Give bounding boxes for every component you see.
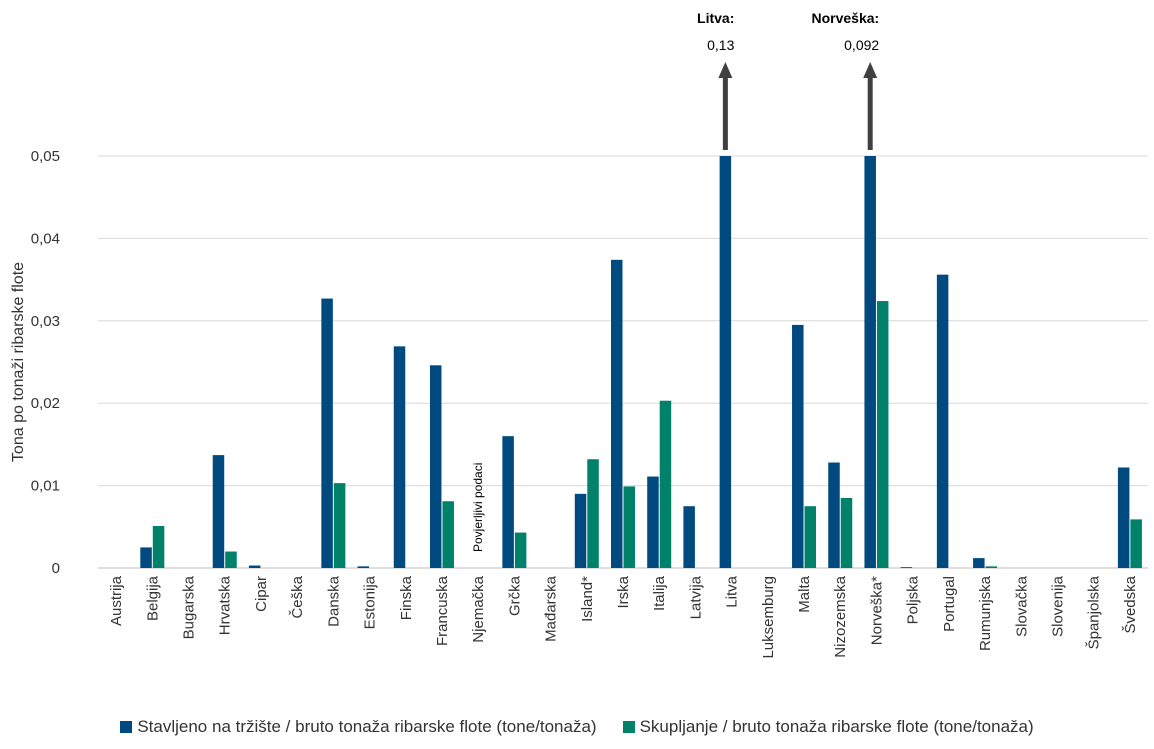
bar	[623, 486, 635, 568]
bar	[659, 400, 672, 568]
grid-lines	[98, 155, 1148, 569]
bar	[321, 298, 333, 568]
bar	[900, 567, 913, 568]
x-tick-label: Estonija	[362, 575, 379, 629]
x-tick-label: Luksemburg	[760, 576, 777, 659]
legend-label-placed-on-market: Stavljeno na tržište / bruto tonaža riba…	[137, 717, 597, 736]
x-tick-label: Švedska	[1122, 575, 1139, 633]
x-tick-label: Malta	[796, 575, 813, 612]
legend: Stavljeno na tržište / bruto tonaža riba…	[0, 712, 1154, 742]
bar	[442, 501, 454, 568]
bar	[985, 566, 998, 568]
x-tick-label: Poljska	[905, 575, 922, 624]
legend-swatch-placed-on-market	[120, 721, 133, 733]
legend-item-collection: Skupljanje / bruto tonaža ribarske flote…	[622, 717, 1034, 737]
legend-item-placed-on-market: Stavljeno na tržište / bruto tonaža riba…	[120, 717, 597, 737]
bar	[647, 476, 659, 568]
y-tick-label: 0,04	[31, 230, 60, 247]
annotation-value: 0,13	[707, 37, 734, 53]
bar	[973, 558, 985, 568]
x-tick-label: Njemačka	[470, 575, 487, 642]
bar	[587, 459, 599, 568]
x-tick-label: Mađarska	[543, 575, 560, 642]
bar	[828, 462, 840, 568]
x-tick-label: Island*	[579, 576, 596, 622]
annotation-title: Norveška:	[811, 10, 879, 26]
x-tick-label: Hrvatska	[217, 575, 234, 635]
bar	[719, 156, 732, 568]
bar	[152, 525, 165, 568]
x-tick-label: Finska	[398, 575, 415, 620]
x-tick-label: Portugal	[941, 576, 958, 632]
bar	[225, 551, 237, 568]
x-axis-categories: Austrija Belgija Bugarska Hrvatska Cipar Češk…	[108, 575, 1139, 658]
x-tick-label: Latvija	[687, 575, 704, 619]
bar	[840, 497, 853, 568]
bars	[140, 156, 1142, 568]
bar	[683, 506, 695, 568]
x-tick-label: Cipar	[253, 576, 270, 612]
y-tick-label: 0,01	[31, 478, 60, 495]
bar	[333, 483, 346, 568]
bar	[574, 493, 587, 568]
x-tick-label: Rumunjska	[977, 575, 994, 651]
x-tick-label: Bugarska	[181, 575, 198, 639]
bar	[864, 156, 876, 568]
legend-label-collection: Skupljanje / bruto tonaža ribarske flote…	[639, 717, 1034, 736]
arrow-head	[718, 62, 733, 78]
x-tick-label: Norveška*	[868, 576, 885, 645]
annotation-value: 0,092	[844, 37, 879, 53]
bar	[140, 547, 152, 568]
arrow-head	[863, 62, 878, 78]
y-tick-label: 0	[52, 560, 60, 577]
bar	[611, 259, 623, 568]
bar	[792, 324, 804, 568]
bar	[514, 532, 527, 568]
x-tick-label: Francuska	[434, 575, 451, 646]
x-tick-label: Litva	[724, 575, 741, 607]
bar	[502, 436, 514, 568]
legend-swatch-collection	[622, 721, 635, 733]
confidential-data-note: Povjerljivi podaci	[471, 463, 485, 552]
bar	[804, 506, 817, 568]
x-tick-label: Španjolska	[1086, 575, 1103, 649]
bar	[876, 301, 889, 568]
x-tick-label: Slovačka	[1013, 575, 1030, 637]
bar	[357, 566, 370, 568]
x-tick-label: Belgija	[144, 575, 161, 621]
x-tick-label: Grčka	[506, 575, 523, 616]
bar	[1117, 467, 1130, 568]
annotations: Litva: 0,13 Norveška: 0,092 Povjerljivi poda…	[471, 10, 879, 552]
x-tick-label: Nizozemska	[832, 575, 849, 657]
bar	[936, 274, 949, 568]
y-tick-label: 0,03	[31, 313, 60, 330]
bar	[393, 346, 406, 568]
bar	[248, 565, 261, 568]
annotation-title: Litva:	[697, 10, 734, 26]
x-tick-label: Češka	[289, 575, 306, 618]
x-tick-label: Danska	[325, 575, 342, 627]
x-tick-label: Slovenija	[1049, 575, 1066, 637]
bar-chart: 0 0,01 0,02 0,03 0,04 0,05 Tona po tonaži rib…	[10, 10, 1148, 659]
bar	[212, 455, 225, 568]
x-tick-label: Austrija	[108, 575, 125, 626]
y-tick-label: 0,05	[31, 148, 60, 165]
bar	[1130, 519, 1142, 568]
bar	[429, 365, 442, 568]
x-tick-label: Irska	[615, 575, 632, 608]
y-axis-label: Tona po tonaži ribarske flote	[10, 262, 27, 462]
y-tick-label: 0,02	[31, 395, 60, 412]
x-tick-label: Italija	[651, 575, 668, 611]
y-axis-ticks: 0 0,01 0,02 0,03 0,04 0,05	[31, 148, 60, 577]
